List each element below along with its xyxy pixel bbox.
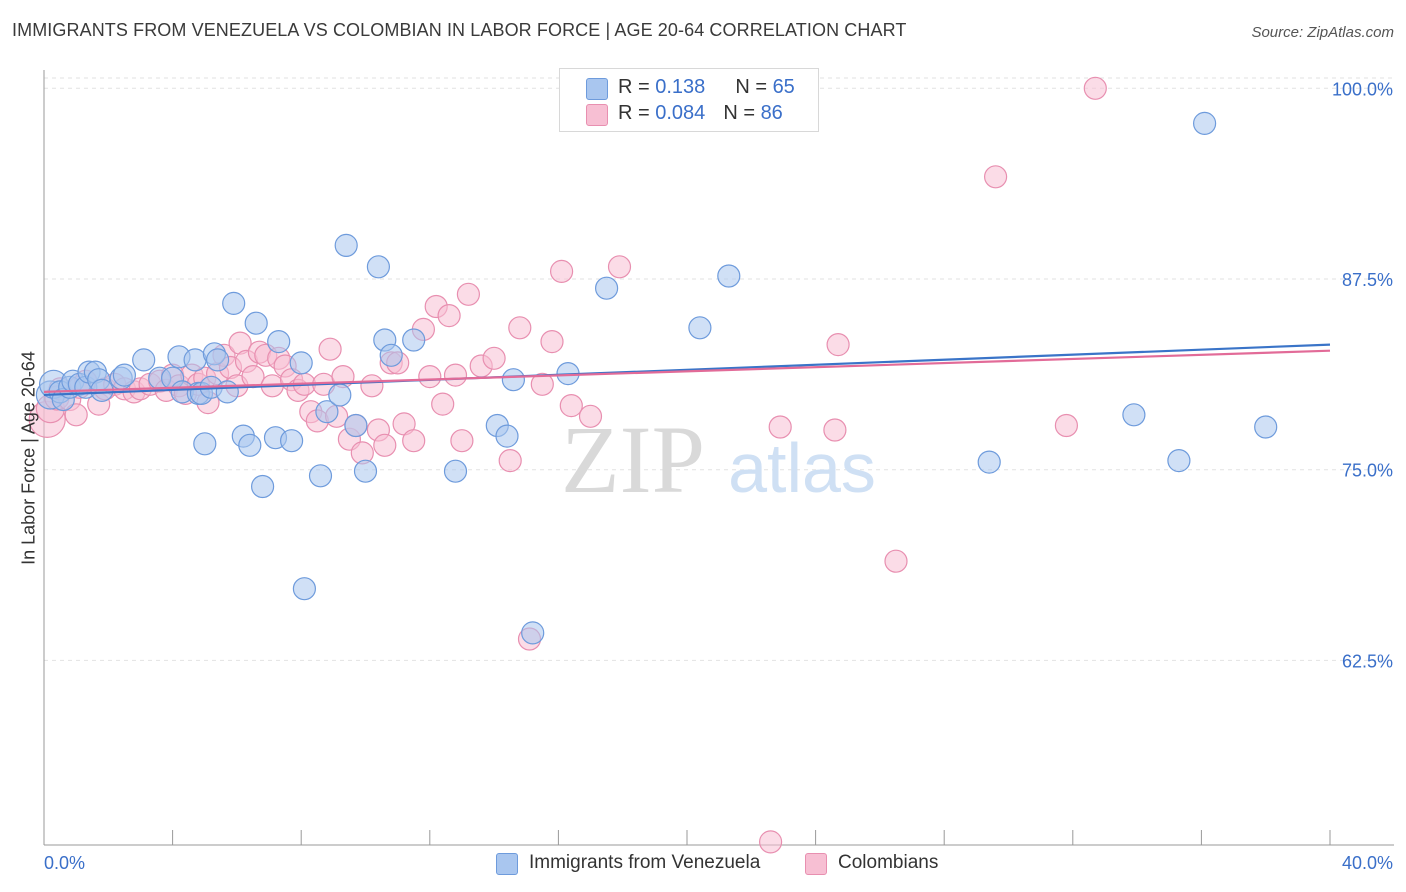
colombians-point (758, 830, 783, 854)
axes (43, 70, 1394, 846)
venezuela-point (222, 291, 246, 315)
chart-title: IMMIGRANTS FROM VENEZUELA VS COLOMBIAN I… (12, 20, 907, 40)
venezuela-point (353, 459, 378, 483)
correlation-legend: R = 0.138 N = 65 R = 0.084 N = 86 (559, 68, 819, 132)
colombians-point (578, 404, 603, 428)
colombians-point (823, 418, 847, 442)
y-tick-label: 100.0% (1332, 79, 1393, 99)
colombians-point (456, 282, 480, 306)
y-axis-label: In Labor Force | Age 20-64 (18, 351, 39, 565)
venezuela-point (328, 383, 352, 407)
legend-r-value: 0.084 (655, 102, 706, 124)
venezuela-point (244, 311, 268, 335)
bottom-legend-label: Immigrants from Venezuela (529, 852, 761, 873)
venezuela-point (238, 433, 262, 457)
colombians-point (64, 403, 88, 427)
venezuela-point (717, 264, 741, 288)
legend-n-value: 86 (760, 102, 783, 124)
colombians-point (373, 433, 397, 457)
venezuela-point (292, 577, 316, 601)
trendlines (43, 343, 1331, 397)
venezuela-point (1254, 415, 1278, 439)
venezuela-point (1122, 403, 1146, 427)
colombians-trendline (43, 349, 1331, 393)
venezuela-point (289, 351, 313, 375)
colombians-point (498, 449, 522, 473)
legend-swatch-pink (805, 853, 827, 875)
source-label: Source: ZipAtlas.com (1251, 24, 1394, 41)
venezuela-point (315, 400, 339, 424)
y-tick-label: 62.5% (1342, 651, 1393, 671)
legend-n-label: N = (723, 102, 761, 124)
colombians-point (402, 429, 426, 453)
venezuela-point (495, 424, 519, 448)
y-tick-label: 75.0% (1342, 461, 1393, 481)
colombians-point (530, 372, 554, 396)
venezuela-point (594, 276, 619, 300)
venezuela-point (521, 621, 545, 645)
colombians-point (318, 337, 342, 361)
colombians-point (549, 259, 574, 283)
venezuela-point (112, 363, 137, 387)
venezuela-point (215, 380, 239, 404)
venezuela-point (308, 464, 333, 488)
venezuela-point (280, 429, 304, 453)
legend-swatch-blue (496, 853, 518, 875)
venezuela-point (688, 316, 712, 340)
legend-swatch-blue (586, 78, 608, 100)
venezuela-point (402, 328, 426, 352)
legend-swatch-pink (586, 104, 608, 126)
venezuela-point (206, 348, 230, 372)
x-tick-label: 40.0% (1342, 853, 1393, 873)
colombians-point (418, 365, 442, 389)
colombians-point (482, 346, 506, 370)
colombians-point (450, 429, 474, 453)
colombians-point (431, 392, 455, 416)
colombians-point (508, 316, 532, 340)
venezuela-point (183, 348, 207, 372)
colombians-point (607, 255, 632, 279)
venezuela-point (379, 343, 403, 367)
colombians-point (540, 330, 564, 354)
venezuela-points (35, 78, 1278, 645)
venezuela-point (366, 255, 390, 279)
legend-r-label: R = (618, 76, 656, 98)
venezuela-point (251, 474, 275, 499)
y-tick-label: 87.5% (1342, 270, 1393, 290)
colombians-point (983, 165, 1008, 189)
venezuela-trendline (43, 343, 1331, 397)
legend-r-value: 0.138 (655, 76, 706, 98)
legend-r-label: R = (618, 102, 656, 124)
venezuela-point (501, 368, 526, 392)
colombians-point (437, 304, 461, 328)
colombians-point (884, 549, 908, 573)
venezuela-point (132, 348, 156, 372)
venezuela-point (334, 233, 358, 257)
y-tick-labels: 62.5% 75.0% 87.5% 100.0% (1332, 79, 1393, 671)
legend-n-label: N = (735, 76, 773, 98)
venezuela-point (267, 330, 291, 354)
venezuela-point (1167, 449, 1191, 473)
watermark: ZIP atlas (561, 406, 876, 513)
colombians-point (443, 363, 468, 387)
venezuela-point (977, 450, 1001, 474)
venezuela-point (1192, 111, 1217, 136)
bottom-legend-label: Colombians (838, 852, 939, 873)
venezuela-point (193, 432, 217, 456)
watermark-atlas: atlas (728, 429, 876, 507)
colombians-point (360, 374, 384, 398)
venezuela-point (443, 459, 468, 483)
colombians-point (1083, 76, 1107, 100)
x-tick-label: 0.0% (44, 853, 85, 873)
x-tick-labels: 0.0% 40.0% (44, 853, 1393, 873)
colombians-point (1054, 413, 1079, 438)
colombians-point (559, 394, 583, 418)
legend-n-value: 65 (772, 76, 795, 98)
venezuela-point (344, 413, 368, 438)
colombians-point (826, 333, 850, 357)
colombians-point (768, 415, 792, 439)
